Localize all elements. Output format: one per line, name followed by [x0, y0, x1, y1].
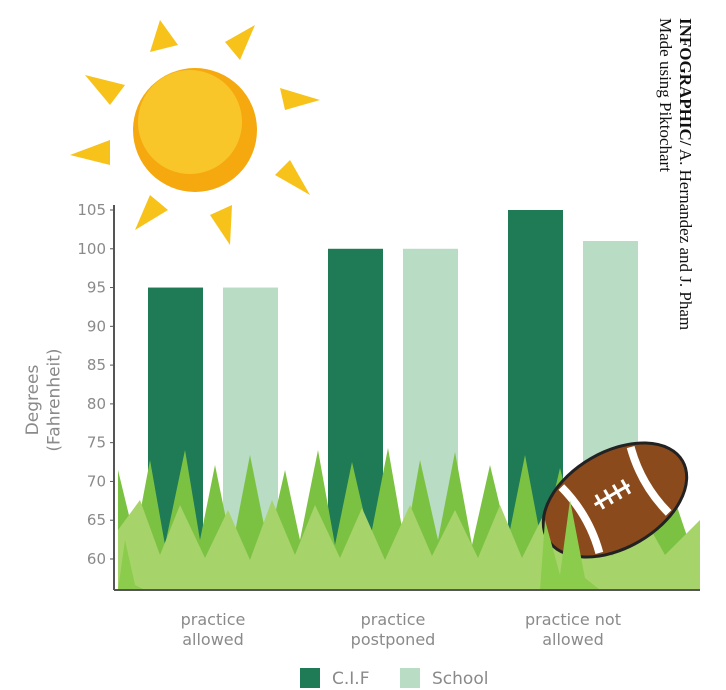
- y-tick-label: 85: [87, 356, 106, 374]
- x-tick-label: practice not allowed: [525, 610, 621, 649]
- legend-label: C.I.F: [332, 669, 369, 689]
- y-tick-label: 105: [77, 201, 106, 219]
- x-tick-label: practice allowed: [181, 610, 246, 649]
- grass-front: [118, 500, 600, 590]
- y-tick-label: 95: [87, 279, 106, 297]
- y-tick-label: 90: [87, 317, 106, 335]
- credit-names: A. Hernandez and J. Pham: [676, 149, 695, 330]
- sun: [70, 20, 320, 245]
- y-tick-label: 60: [87, 550, 106, 568]
- labels: 60 65 70 75 80 85 90 95 100 105 Degrees(Fahrenheit…: [23, 201, 621, 689]
- legend-swatch: [300, 668, 320, 688]
- credit-label: INFOGRAPHIC/: [676, 18, 695, 146]
- y-tick-label: 75: [87, 434, 106, 452]
- legend-swatch: [400, 668, 420, 688]
- legend-label: School: [432, 669, 488, 689]
- y-tick-label: 70: [87, 472, 106, 490]
- x-tick-label: practice postponed: [351, 610, 436, 649]
- y-axis-label: Degrees(Fahrenheit): [23, 348, 64, 451]
- y-tick-label: 80: [87, 395, 106, 413]
- y-tick-label: 100: [77, 240, 106, 258]
- credit: INFOGRAPHIC/ A. Hernandez and J. Pham: [676, 18, 695, 330]
- credit-tool: Made using Piktochart: [656, 18, 675, 172]
- y-tick-label: 65: [87, 511, 106, 529]
